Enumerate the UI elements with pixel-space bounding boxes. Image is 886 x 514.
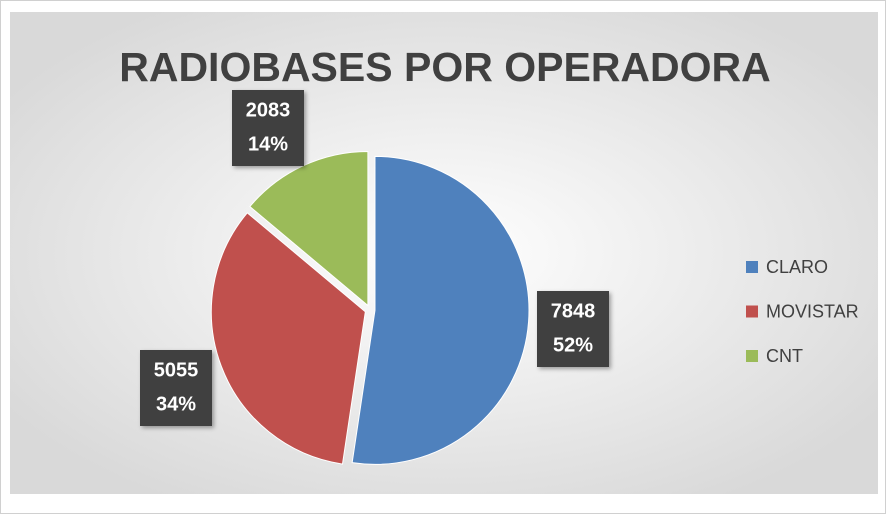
pie-slice bbox=[351, 155, 530, 465]
legend: CLARO MOVISTAR CNT bbox=[746, 257, 859, 366]
legend-label: CNT bbox=[766, 346, 803, 366]
legend-swatch bbox=[746, 261, 758, 273]
data-label: 7848 bbox=[551, 300, 596, 322]
legend-label: CLARO bbox=[766, 257, 828, 277]
chart-title: RADIOBASES POR OPERADORA bbox=[119, 44, 771, 90]
pie bbox=[210, 150, 530, 465]
pie-slice bbox=[210, 212, 366, 465]
data-label: 2083 bbox=[246, 99, 291, 121]
data-label: 5055 bbox=[154, 359, 199, 381]
label-box bbox=[140, 350, 212, 426]
percent-label: 14% bbox=[248, 133, 288, 155]
percent-label: 34% bbox=[156, 393, 196, 415]
percent-label: 52% bbox=[553, 334, 593, 356]
label-box bbox=[537, 291, 609, 367]
legend-swatch bbox=[746, 305, 758, 318]
legend-swatch bbox=[746, 350, 758, 362]
legend-label: MOVISTAR bbox=[766, 301, 859, 321]
label-box bbox=[232, 90, 304, 166]
data-labels: 7848 52% 5055 34% 2083 14% bbox=[140, 90, 609, 426]
